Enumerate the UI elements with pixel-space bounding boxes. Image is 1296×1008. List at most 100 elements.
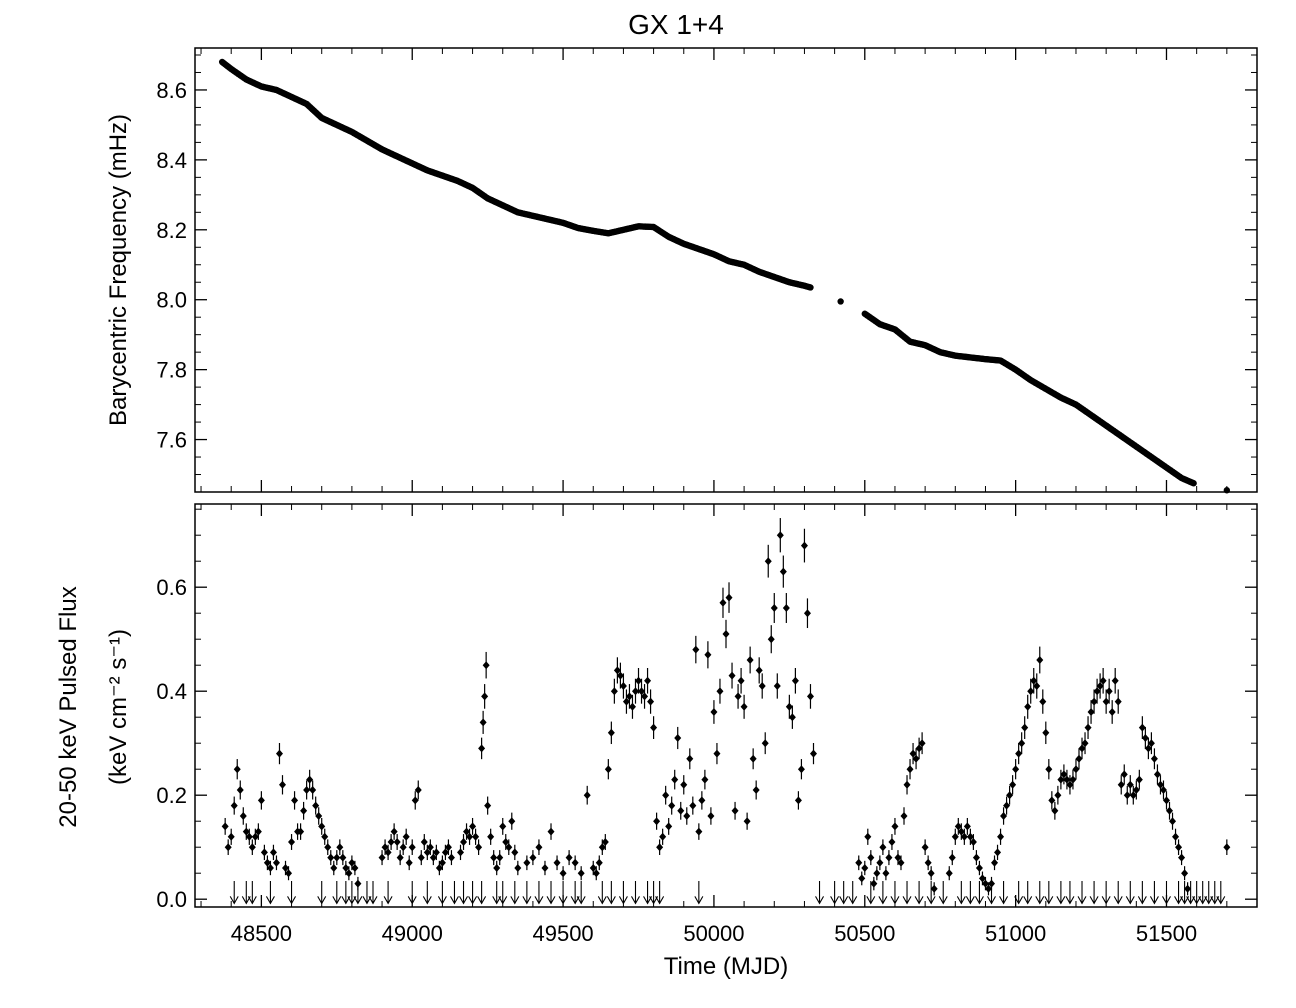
flux-point: [1172, 832, 1180, 841]
flux-point: [511, 848, 519, 857]
flux-point: [1006, 791, 1014, 800]
flux-point: [719, 598, 727, 607]
flux-point: [770, 604, 778, 612]
flux-point: [444, 843, 452, 852]
upper-limit-arrow-head: [437, 896, 447, 905]
flux-point: [897, 858, 905, 867]
flux-point: [776, 531, 784, 540]
upper-limit-arrow-head: [247, 896, 257, 905]
upper-limit-arrow-head: [1198, 896, 1208, 905]
flux-point: [695, 827, 703, 836]
upper-limit-arrow-head: [576, 896, 586, 905]
flux-point: [610, 687, 618, 696]
flux-point: [469, 822, 477, 831]
flux-point: [381, 843, 389, 852]
flux-point: [1135, 775, 1143, 784]
upper-limit-arrow-head: [422, 896, 432, 905]
flux-point: [333, 853, 341, 862]
upper-limit-arrow-head: [999, 896, 1009, 905]
flux-point: [399, 843, 407, 852]
flux-point: [1066, 780, 1074, 789]
upper-limit-arrow-head: [341, 896, 351, 905]
upper-limit-arrow-head: [534, 896, 544, 905]
flux-point: [1000, 812, 1008, 820]
flux-point: [797, 765, 805, 774]
flux-point: [885, 853, 893, 862]
flux-point: [671, 775, 679, 784]
flux-point: [1078, 744, 1086, 753]
flux-point: [803, 609, 811, 618]
flux-point: [701, 775, 709, 784]
bottom-y-axis-title-line2: (keV cm⁻² s⁻¹): [105, 629, 132, 785]
flux-point: [638, 687, 646, 696]
upper-limit-arrow-head: [965, 896, 975, 905]
upper-limit-arrow-head: [1077, 896, 1087, 905]
flux-point: [622, 697, 630, 706]
upper-limit-arrow-head: [1216, 896, 1226, 905]
flux-point: [882, 869, 890, 878]
upper-limit-arrow-head: [1023, 896, 1033, 905]
flux-point: [984, 884, 992, 893]
upper-limit-arrow-head: [449, 896, 459, 905]
flux-point: [496, 853, 504, 862]
upper-limit-arrow-head: [643, 896, 653, 905]
flux-point: [266, 864, 274, 872]
flux-point: [242, 827, 250, 836]
flux-point: [653, 817, 661, 826]
flux-point: [479, 718, 487, 727]
flux-point: [601, 838, 609, 846]
frequency-point: [807, 284, 814, 291]
flux-point: [1081, 739, 1089, 748]
flux-point: [345, 869, 353, 878]
flux-point: [559, 869, 567, 878]
upper-limit-arrow-head: [1125, 896, 1135, 905]
flux-point: [1099, 676, 1107, 685]
flux-point: [918, 739, 926, 748]
flux-point: [698, 796, 706, 805]
flux-point: [1141, 734, 1149, 742]
y-tick-label: 0.0: [156, 887, 187, 912]
flux-point: [927, 869, 935, 878]
flux-point: [330, 864, 338, 872]
upper-limit-arrow-head: [902, 896, 912, 905]
flux-point: [285, 869, 293, 878]
flux-point: [800, 541, 808, 550]
flux-point: [607, 728, 615, 737]
flux-point: [1096, 682, 1104, 690]
upper-limit-arrow-head: [974, 896, 984, 905]
flux-point: [683, 812, 691, 820]
flux-point: [707, 812, 715, 820]
flux-point: [1105, 687, 1113, 696]
flux-point: [457, 848, 464, 857]
flux-point: [595, 858, 603, 867]
flux-point: [260, 848, 268, 857]
flux-point: [674, 734, 682, 742]
flux-point: [924, 858, 932, 867]
flux-point: [583, 791, 591, 800]
flux-point: [318, 822, 326, 831]
upper-limit-arrow-head: [1162, 896, 1171, 905]
flux-point: [251, 832, 259, 841]
flux-point: [254, 827, 262, 836]
flux-point: [1012, 765, 1020, 774]
flux-point: [1123, 791, 1131, 800]
flux-point: [746, 656, 754, 664]
flux-point: [1181, 869, 1189, 878]
flux-point: [1057, 775, 1065, 784]
flux-point: [966, 832, 974, 841]
flux-point: [257, 796, 265, 805]
flux-point: [1166, 806, 1174, 815]
flux-point: [1111, 676, 1119, 685]
upper-limit-arrow-head: [368, 896, 378, 905]
flux-point: [1132, 786, 1140, 794]
flux-point: [339, 853, 347, 862]
upper-limit-arrow-head: [468, 896, 478, 905]
flux-point: [969, 838, 977, 846]
flux-point: [1156, 780, 1164, 789]
upper-limit-arrow-head: [938, 896, 948, 905]
flux-point: [227, 832, 235, 841]
flux-point: [502, 838, 510, 846]
flux-point: [876, 858, 884, 867]
flux-point: [303, 786, 311, 794]
flux-point: [870, 879, 878, 888]
